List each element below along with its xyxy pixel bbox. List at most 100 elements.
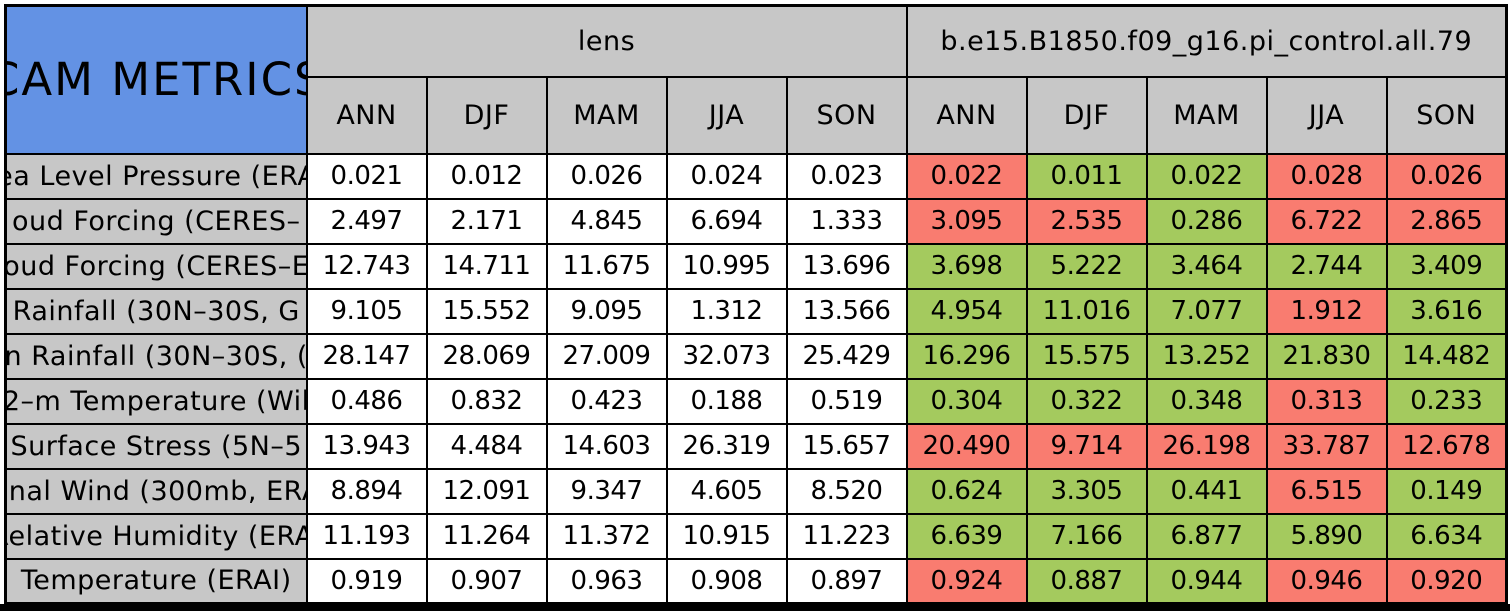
cell-value: 3.616 — [1410, 296, 1483, 326]
cell-value: 16.296 — [922, 341, 1011, 371]
cell-value: 6.877 — [1170, 521, 1243, 551]
control-value-cell: 9.714 — [1025, 422, 1148, 470]
cell-value: 14.482 — [1402, 341, 1491, 371]
table-row: ea Level Pressure (ERA 0.021 0.012 0.026 0.0… — [4, 152, 1508, 200]
cell-value: 0.011 — [1050, 161, 1123, 191]
lens-value-cell: 9.095 — [545, 287, 668, 335]
cell-value: 11.193 — [322, 521, 411, 551]
cell-value: 0.322 — [1050, 386, 1123, 416]
season-header-row: ANN DJF MAM JJA SON ANN DJF MAM JJA SON — [6, 75, 1508, 155]
column-header-lens-ann: ANN — [305, 75, 428, 155]
cell-value: 28.147 — [322, 341, 411, 371]
cell-value: 33.787 — [1282, 431, 1371, 461]
column-header-lens-jja: JJA — [665, 75, 788, 155]
cell-value: 0.897 — [810, 565, 883, 596]
cell-value: 0.963 — [570, 565, 643, 596]
lens-value-cell: 1.312 — [665, 287, 788, 335]
control-value-cell: 6.639 — [905, 512, 1028, 560]
control-value-cell: 0.946 — [1265, 557, 1388, 605]
cell-value: 0.832 — [450, 386, 523, 416]
control-value-cell: 6.722 — [1265, 197, 1388, 245]
cell-value: 0.026 — [570, 161, 643, 191]
cell-value: 5.222 — [1050, 251, 1123, 281]
cell-value: 12.678 — [1402, 431, 1491, 461]
lens-value-cell: 12.743 — [305, 242, 428, 290]
lens-value-cell: 13.943 — [305, 422, 428, 470]
cell-value: 27.009 — [562, 341, 651, 371]
control-value-cell: 7.077 — [1145, 287, 1268, 335]
column-header-label: MAM — [573, 99, 640, 131]
cell-value: 25.429 — [802, 341, 891, 371]
column-group-lens: lens — [305, 4, 908, 78]
column-header-control-djf: DJF — [1025, 75, 1148, 155]
control-value-cell: 0.441 — [1145, 467, 1268, 515]
lens-value-cell: 0.024 — [665, 152, 788, 200]
column-header-label: SON — [816, 99, 877, 131]
cell-value: 26.198 — [1162, 431, 1251, 461]
cell-value: 2.535 — [1050, 206, 1123, 236]
table-row: Relative Humidity (ERAI 11.193 11.264 11.37… — [4, 512, 1508, 560]
lens-value-cell: 8.520 — [785, 467, 908, 515]
cell-value: 0.486 — [330, 386, 403, 416]
row-label-cell: ea Level Pressure (ERA — [4, 152, 308, 200]
cell-value: 3.305 — [1050, 476, 1123, 506]
row-label: Surface Stress (5N–5 — [10, 430, 303, 462]
table-bottom-border — [0, 604, 1510, 611]
control-value-cell: 0.028 — [1265, 152, 1388, 200]
lens-value-cell: 15.657 — [785, 422, 908, 470]
column-header-control-ann: ANN — [905, 75, 1028, 155]
row-label-cell: 2–m Temperature (Wil — [4, 377, 308, 425]
cell-value: 0.313 — [1290, 386, 1363, 416]
cell-value: 2.865 — [1410, 206, 1483, 236]
control-value-cell: 0.920 — [1385, 557, 1508, 605]
column-header-control-son: SON — [1385, 75, 1508, 155]
cell-value: 7.166 — [1050, 521, 1123, 551]
cell-value: 0.519 — [810, 386, 883, 416]
lens-value-cell: 11.675 — [545, 242, 668, 290]
column-header-label: ANN — [336, 99, 397, 131]
table-title: CAM METRICS — [8, 53, 306, 107]
column-group-control-label: b.e15.B1850.f09_g16.pi_control.all.79 — [940, 25, 1473, 57]
row-label: oud Forcing (CERES–E — [7, 250, 306, 282]
control-value-cell: 0.887 — [1025, 557, 1148, 605]
cell-value: 11.016 — [1042, 296, 1131, 326]
table-title-cell: CAM METRICS — [4, 4, 308, 155]
group-header-row: CAM METRICS lens b.e15.B1850.f09_g16.pi_… — [4, 4, 1508, 155]
lens-value-cell: 11.193 — [305, 512, 428, 560]
column-group-control: b.e15.B1850.f09_g16.pi_control.all.79 — [905, 4, 1508, 78]
cell-value: 12.743 — [322, 251, 411, 281]
control-value-cell: 0.313 — [1265, 377, 1388, 425]
cell-value: 2.497 — [330, 206, 403, 236]
lens-value-cell: 11.372 — [545, 512, 668, 560]
column-header-label: JJA — [1308, 99, 1345, 131]
row-label: 2–m Temperature (Wil — [7, 385, 306, 417]
control-value-cell: 0.924 — [905, 557, 1028, 605]
control-value-cell: 13.252 — [1145, 332, 1268, 380]
column-header-label: MAM — [1173, 99, 1240, 131]
control-value-cell: 3.464 — [1145, 242, 1268, 290]
cell-value: 0.022 — [930, 161, 1003, 191]
lens-value-cell: 28.147 — [305, 332, 428, 380]
row-label: Rainfall (30N–30S, G — [12, 295, 300, 327]
lens-value-cell: 0.023 — [785, 152, 908, 200]
control-value-cell: 20.490 — [905, 422, 1028, 470]
cell-value: 0.908 — [690, 565, 763, 596]
control-value-cell: 6.634 — [1385, 512, 1508, 560]
table-row: oud Forcing (CERES– 2.497 2.171 4.845 6.694 1… — [4, 197, 1508, 245]
cell-value: 0.024 — [690, 161, 763, 191]
row-label-cell: Relative Humidity (ERAI — [4, 512, 308, 560]
column-header-control-jja: JJA — [1265, 75, 1388, 155]
column-group-lens-label: lens — [577, 25, 636, 57]
cell-value: 13.943 — [322, 431, 411, 461]
row-label: oud Forcing (CERES– — [11, 205, 301, 237]
row-label-cell: oud Forcing (CERES– — [4, 197, 308, 245]
cell-value: 3.409 — [1410, 251, 1483, 281]
cell-value: 20.490 — [922, 431, 1011, 461]
lens-value-cell: 14.603 — [545, 422, 668, 470]
lens-value-cell: 4.484 — [425, 422, 548, 470]
control-value-cell: 4.954 — [905, 287, 1028, 335]
lens-value-cell: 0.188 — [665, 377, 788, 425]
table-row: onal Wind (300mb, ERA 8.894 12.091 9.347 4.6… — [4, 467, 1508, 515]
cell-value: 2.171 — [450, 206, 523, 236]
control-value-cell: 0.011 — [1025, 152, 1148, 200]
